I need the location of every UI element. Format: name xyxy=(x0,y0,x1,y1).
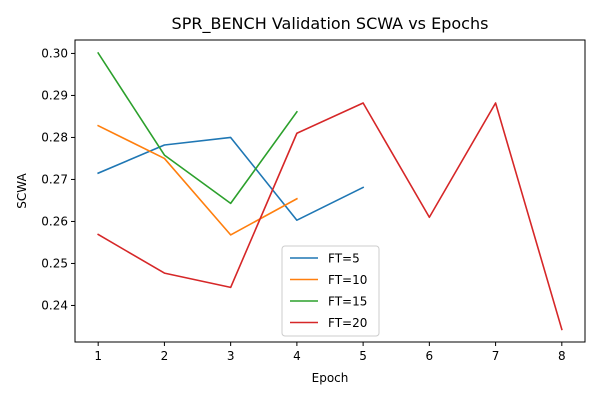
x-tick-label: 3 xyxy=(227,349,235,363)
x-axis-label: Epoch xyxy=(312,371,349,385)
chart-title: SPR_BENCH Validation SCWA vs Epochs xyxy=(172,14,489,34)
y-tick-label: 0.25 xyxy=(41,256,68,270)
x-tick-label: 4 xyxy=(293,349,301,363)
series-line-2 xyxy=(97,124,298,236)
legend-entry: FT=20 xyxy=(328,316,367,330)
x-tick-label: 1 xyxy=(94,349,102,363)
y-axis-label: SCWA xyxy=(15,173,29,209)
y-tick-label: 0.30 xyxy=(41,46,68,60)
x-axis-ticks: 1 2 3 4 5 6 7 8 xyxy=(94,342,566,363)
legend-entry: FT=5 xyxy=(328,252,360,266)
y-tick-label: 0.28 xyxy=(41,130,68,144)
x-tick-label: 5 xyxy=(359,349,367,363)
x-tick-label: 7 xyxy=(492,349,500,363)
x-tick-label: 8 xyxy=(558,349,566,363)
series-line-3 xyxy=(97,51,298,205)
legend: FT=5 FT=10 FT=15 FT=20 xyxy=(281,245,380,337)
legend-box xyxy=(281,245,380,337)
y-tick-label: 0.26 xyxy=(41,214,68,228)
y-tick-label: 0.27 xyxy=(41,172,68,186)
y-tick-label: 0.24 xyxy=(41,298,68,312)
y-tick-label: 0.29 xyxy=(41,88,68,102)
y-axis-ticks: 0.24 0.25 0.26 0.27 0.28 0.29 0.30 xyxy=(41,46,75,312)
legend-entry: FT=15 xyxy=(328,295,367,309)
plot-series xyxy=(97,51,563,331)
x-tick-label: 2 xyxy=(161,349,169,363)
series-line-1 xyxy=(97,136,365,221)
plot-frame xyxy=(74,39,586,343)
legend-entry: FT=10 xyxy=(328,273,367,287)
x-tick-label: 6 xyxy=(426,349,434,363)
series-line-4 xyxy=(97,102,563,331)
